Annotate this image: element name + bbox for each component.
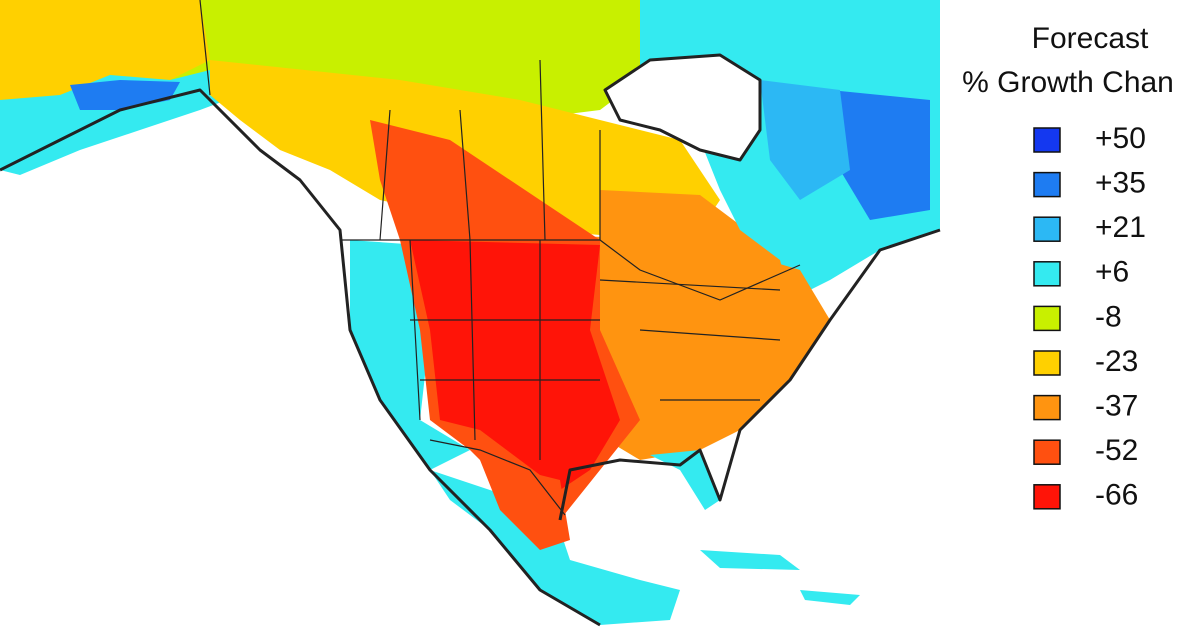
region <box>210 60 720 235</box>
legend-swatch <box>1033 127 1061 153</box>
legend-label: -66 <box>1095 479 1138 512</box>
legend-swatch <box>1033 350 1061 376</box>
legend-swatch <box>1033 261 1061 287</box>
region <box>700 550 800 570</box>
region <box>760 80 850 200</box>
legend-label: -8 <box>1095 300 1122 333</box>
border <box>409 239 781 460</box>
legend-swatch <box>1033 439 1061 465</box>
region <box>350 240 470 470</box>
legend-label: +21 <box>1095 211 1146 244</box>
region <box>800 590 860 605</box>
legend-label: -52 <box>1095 434 1138 467</box>
legend-label: +50 <box>1095 122 1146 155</box>
legend-swatch <box>1033 171 1061 198</box>
region <box>650 450 720 510</box>
region <box>0 0 210 100</box>
legend-title: Forecast <box>1032 22 1149 55</box>
region <box>410 240 620 490</box>
legend-swatch <box>1033 216 1061 242</box>
legend-swatch <box>1033 394 1061 421</box>
hudson-bay <box>605 55 760 160</box>
legend-swatch <box>1033 484 1061 510</box>
coastline <box>0 88 601 627</box>
legend-swatch <box>1033 305 1061 332</box>
legend-label: +35 <box>1095 167 1146 200</box>
legend-label: -37 <box>1095 390 1138 423</box>
map <box>0 0 941 627</box>
legend-label: +6 <box>1095 256 1129 289</box>
border <box>199 0 601 241</box>
legend-title: % Growth Chan <box>962 66 1174 99</box>
region <box>830 90 930 220</box>
coastline <box>558 228 941 521</box>
region <box>430 470 680 625</box>
coastline <box>603 53 762 162</box>
legend-label: -23 <box>1095 345 1138 378</box>
border <box>429 439 566 516</box>
legend: Forecast % Growth Chan +50 +35 +21 +6 -8 -23 -… <box>962 22 1174 512</box>
region <box>480 460 570 550</box>
